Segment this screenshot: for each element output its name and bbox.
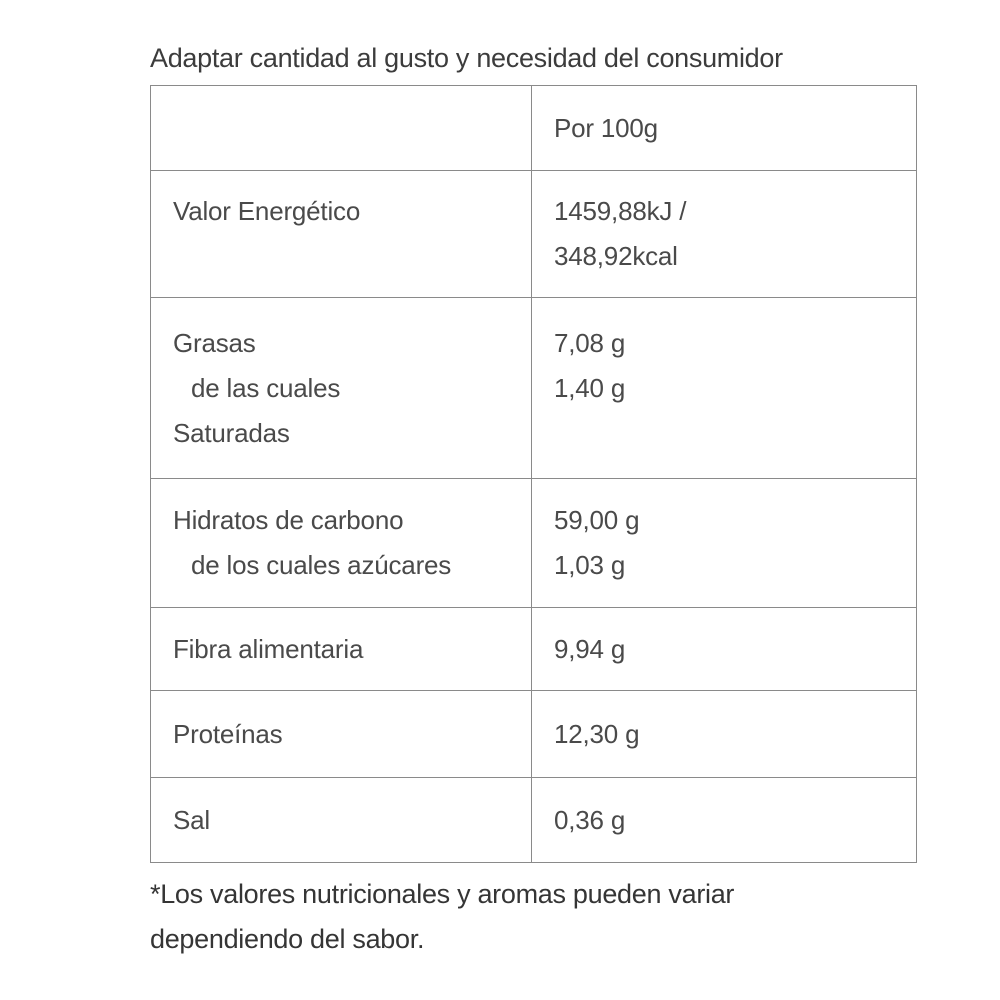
- row-label: Saturadas: [173, 417, 290, 448]
- carbs-value-cell: 59,00 g 1,03 g: [531, 478, 917, 608]
- table-row-fats: Grasas de las cuales Saturadas 7,08 g 1,…: [150, 297, 917, 479]
- table-row-salt: Sal 0,36 g: [150, 777, 917, 863]
- row-value: 9,94 g: [554, 633, 626, 664]
- salt-label-cell: Sal: [150, 777, 532, 863]
- header-per-100g-cell: Por 100g: [531, 85, 917, 171]
- row-value: 348,92kcal: [554, 241, 678, 271]
- table-row-energy: Valor Energético 1459,88kJ / 348,92kcal: [150, 170, 917, 298]
- per-100g-label: Por 100g: [554, 112, 658, 143]
- energy-value-cell: 1459,88kJ / 348,92kcal: [531, 170, 917, 298]
- row-label: Hidratos de carbono: [173, 505, 404, 535]
- spacer-line: [554, 411, 906, 456]
- spacer-line: [173, 234, 521, 279]
- footnote: *Los valores nutricionales y aromas pued…: [150, 872, 850, 962]
- row-value: 59,00 g: [554, 505, 640, 535]
- header-empty-cell: [150, 85, 532, 171]
- salt-value-cell: 0,36 g: [531, 777, 917, 863]
- row-label: Fibra alimentaria: [173, 633, 364, 664]
- table-row-protein: Proteínas 12,30 g: [150, 690, 917, 778]
- footnote-line-1: *Los valores nutricionales y aromas pued…: [150, 879, 735, 909]
- fats-label-cell: Grasas de las cuales Saturadas: [150, 297, 532, 479]
- fats-value-cell: 7,08 g 1,40 g: [531, 297, 917, 479]
- row-value: 12,30 g: [554, 718, 640, 749]
- row-value: 0,36 g: [554, 804, 626, 835]
- nutrition-table: Por 100g Valor Energético 1459,88kJ / 34…: [150, 85, 917, 863]
- protein-value-cell: 12,30 g: [531, 690, 917, 778]
- row-value: 1459,88kJ /: [554, 196, 687, 226]
- row-value: 1,40 g: [554, 372, 626, 403]
- row-sublabel: de las cuales: [191, 372, 341, 403]
- row-value: 7,08 g: [554, 327, 626, 358]
- row-value: 1,03 g: [554, 550, 626, 580]
- energy-label-cell: Valor Energético: [150, 170, 532, 298]
- row-label: Grasas: [173, 327, 256, 358]
- row-label: Valor Energético: [173, 196, 361, 226]
- table-row-carbs: Hidratos de carbono de los cuales azúcar…: [150, 478, 917, 608]
- nutrition-label: Adaptar cantidad al gusto y necesidad de…: [150, 43, 917, 962]
- fiber-label-cell: Fibra alimentaria: [150, 607, 532, 691]
- row-label: Proteínas: [173, 718, 283, 749]
- carbs-label-cell: Hidratos de carbono de los cuales azúcar…: [150, 478, 532, 608]
- table-header-row: Por 100g: [150, 85, 917, 171]
- fiber-value-cell: 9,94 g: [531, 607, 917, 691]
- footnote-line-2: dependiendo del sabor.: [150, 924, 425, 954]
- row-sublabel: de los cuales azúcares: [191, 550, 452, 580]
- serving-adjust-note: Adaptar cantidad al gusto y necesidad de…: [150, 43, 783, 73]
- row-label: Sal: [173, 804, 210, 835]
- table-row-fiber: Fibra alimentaria 9,94 g: [150, 607, 917, 691]
- protein-label-cell: Proteínas: [150, 690, 532, 778]
